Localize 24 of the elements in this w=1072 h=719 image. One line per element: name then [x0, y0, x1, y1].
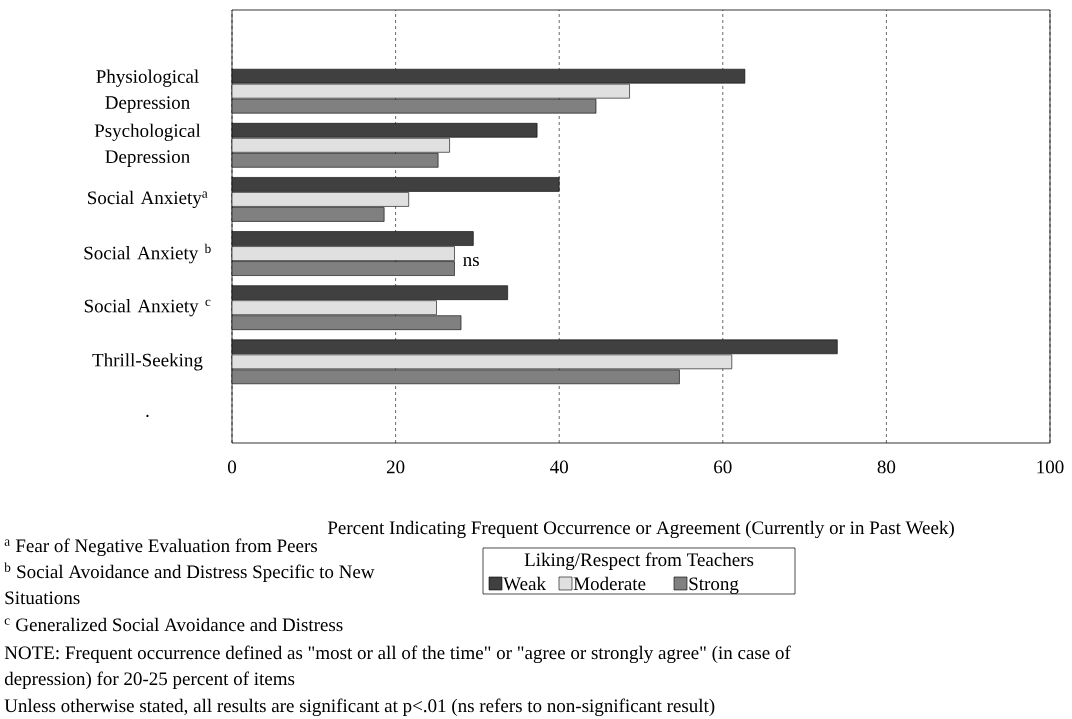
x-tick-label: 0: [227, 460, 237, 474]
text: $^{a}$ Fear of Negative Evaluation from Peers: [4, 538, 318, 557]
text: $^{c}$ Generalized Social Avoidance and Distress: [4, 617, 343, 632]
legend-label: Strong: [689, 577, 739, 595]
text: $^{b}$ Social Avoidance and Distress Specific to New Situations: [4, 562, 375, 605]
x-tick-label: 60: [714, 460, 732, 474]
x-tick-label: 80: [877, 460, 896, 474]
x-axis-title: Percent Indicating Frequent Occurrence or Agreement (Currently or in Past Week): [327, 520, 954, 539]
y-tick-label: Social Anxiety $^{c}$: [84, 299, 211, 317]
y-tick-label: Physiological Depression: [96, 69, 199, 113]
y-tick-label: Social Anxiety $^{b}$: [84, 243, 211, 264]
legend-title: Liking/Respect from Teachers: [524, 552, 754, 571]
y-tick-label: Psychological Depression: [94, 123, 201, 167]
y-tick-label: Social Anxiety$^{a}$: [88, 190, 208, 209]
annotation: ns: [463, 256, 479, 267]
y-tick-label: .: [146, 414, 149, 418]
legend-label: Moderate: [573, 576, 646, 591]
text: Unless otherwise stated, all results are significant at p<.01 (ns refers to non-significant result): [4, 698, 715, 717]
x-tick-label: 40: [550, 460, 568, 474]
text: NOTE: Frequent occurrence defined as "most or all of the time" or "agree or strongly agree" (in case of depression) for 20-25 percent of items: [4, 645, 791, 690]
x-tick-label: 20: [386, 460, 405, 474]
y-tick-label: Thrill-Seeking: [92, 353, 203, 371]
legend-label: Weak: [503, 576, 546, 591]
x-tick-label: 100: [1037, 460, 1064, 474]
